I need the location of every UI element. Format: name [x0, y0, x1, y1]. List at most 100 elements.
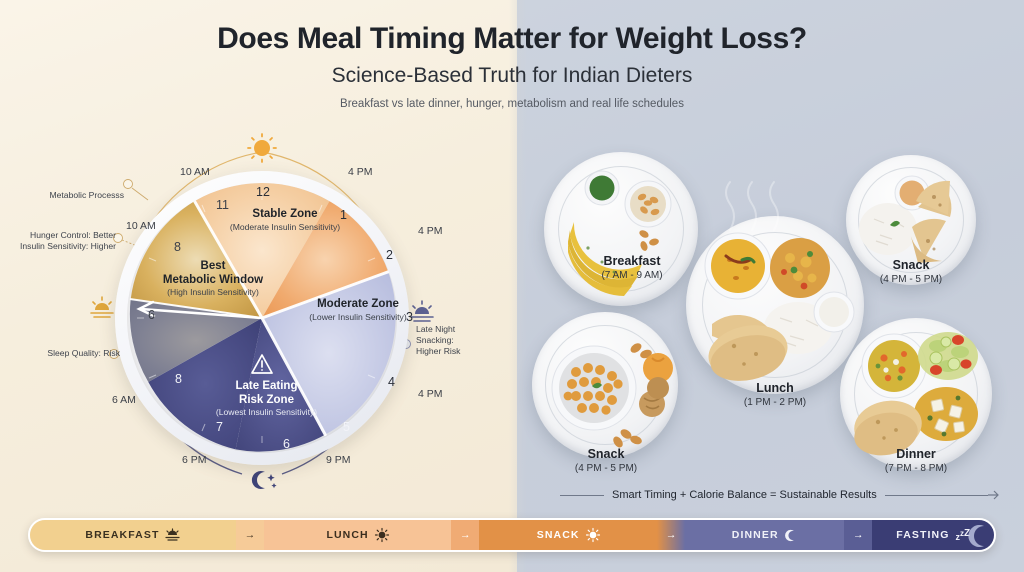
moon-icon — [784, 529, 794, 541]
meal-time: (4 PM - 5 PM) — [574, 462, 638, 474]
timeline-segment-fasting[interactable]: FASTING zzZ — [872, 520, 994, 550]
hour-number-4: 4 — [388, 375, 395, 389]
plate-breakfast — [544, 152, 698, 306]
hour-number-7: 7 — [216, 420, 223, 434]
hour-number-8-lower: 8 — [175, 372, 182, 386]
annotation-late-night-snacking: Late Night Snacking: Higher Risk — [416, 324, 496, 358]
smart-timing-note: Smart Timing + Calorie Balance = Sustain… — [560, 489, 1000, 501]
plate-lunch — [686, 216, 864, 394]
meal-caption-breakfast: Breakfast (7 AM - 9 AM) — [542, 254, 722, 282]
hour-number-11: 11 — [216, 198, 229, 212]
hour-number-6-left: 6 — [148, 308, 155, 322]
meal-time: (7 PM - 8 PM) — [884, 462, 948, 474]
timeline-segment-snack[interactable]: SNACK — [479, 520, 658, 550]
sun-icon — [585, 527, 600, 543]
lunch-food — [704, 232, 855, 381]
timeline-label: BREAKFAST — [85, 529, 160, 541]
sun-icon — [374, 527, 389, 543]
ring-time-10am-top: 10 AM — [180, 166, 210, 178]
plate-dinner — [840, 318, 992, 470]
ring-time-4pm-lower: 4 PM — [418, 388, 443, 400]
rule-left — [560, 494, 604, 496]
meal-caption-snack-top: Snack (4 PM - 5 PM) — [821, 258, 1001, 286]
slice-dawn — [129, 299, 262, 382]
meal-name: Breakfast — [603, 254, 661, 268]
hour-number-12: 12 — [256, 185, 270, 199]
warning-triangle-icon — [251, 354, 273, 374]
ring-time-10am-left: 10 AM — [126, 220, 156, 232]
hour-number-1: 1 — [340, 208, 347, 222]
dinner-food — [854, 332, 978, 456]
page-tagline: Breakfast vs late dinner, hunger, metabo… — [340, 98, 684, 111]
rule-right — [884, 494, 988, 496]
slice-best — [130, 201, 262, 318]
plate-snack-top — [846, 155, 976, 285]
meal-time: (1 PM - 2 PM) — [743, 396, 807, 408]
annotation-line: Insulin Sensitivity: Higher — [19, 241, 116, 252]
arrow-right-icon: → — [244, 529, 256, 541]
header: Does Meal Timing Matter for Weight Loss?… — [0, 22, 1024, 110]
clock-face — [127, 183, 397, 453]
smart-timing-text: Smart Timing + Calorie Balance = Sustain… — [612, 489, 877, 501]
timeline-segment-dinner[interactable]: DINNER — [685, 520, 845, 550]
plate-snack-bottom — [532, 312, 678, 458]
meal-time: (7 AM - 9 AM) — [601, 269, 663, 281]
page-title: Does Meal Timing Matter for Weight Loss? — [217, 22, 807, 55]
arrow-right-icon: → — [459, 529, 471, 541]
timeline-arrow-3: → — [657, 520, 686, 550]
metabolic-clock-diagram: Best Metabolic Window (High Insulin Sens… — [20, 130, 500, 500]
meal-name: Snack — [892, 258, 930, 272]
annotation-line: Late Night — [416, 324, 456, 334]
meal-time: (4 PM - 5 PM) — [879, 273, 943, 285]
snack-top-food — [859, 175, 952, 263]
panel-seam — [509, 0, 527, 572]
meal-name: Snack — [587, 447, 625, 461]
timeline-label: FASTING — [896, 529, 950, 541]
hour-number-8-upper: 8 — [174, 240, 181, 254]
timeline-segment-breakfast[interactable]: BREAKFAST — [30, 520, 236, 550]
breakfast-food — [568, 170, 672, 296]
meal-name: Dinner — [896, 447, 936, 461]
steam-decoration — [725, 181, 779, 231]
slice-warm — [262, 201, 389, 318]
annotation-sleep-quality: Sleep Quality: Risk — [8, 348, 120, 359]
annotation-line: Snacking: — [416, 335, 454, 346]
meal-caption-lunch: Lunch (1 PM - 2 PM) — [685, 381, 865, 409]
annotation-metabolic-process: Metabolic Processs — [4, 190, 124, 201]
sunrise-icon — [90, 296, 114, 318]
timeline-arrow-1: → — [235, 520, 264, 550]
slice-moderate — [262, 271, 396, 435]
sun-icon — [247, 133, 277, 163]
meal-timeline-bar[interactable]: BREAKFAST → LUNCH — [28, 518, 996, 552]
timeline-arrow-4: → — [844, 520, 873, 550]
timeline-label: SNACK — [536, 529, 580, 541]
sleep-zzz-icon: zzZ — [955, 528, 971, 542]
snack-bottom-food — [551, 343, 673, 448]
arrow-right-icon — [988, 490, 999, 500]
annotation-hunger-control: Hunger Control: Better Insulin Sensitivi… — [0, 230, 116, 252]
ring-time-4pm-right: 4 PM — [418, 225, 443, 237]
timeline-label: LUNCH — [326, 529, 369, 541]
sunrise-icon — [165, 527, 181, 541]
sunset-icon — [410, 300, 434, 322]
hour-number-2: 2 — [386, 248, 393, 262]
meal-caption-dinner: Dinner (7 PM - 8 PM) — [826, 447, 1006, 475]
ring-time-4pm-top: 4 PM — [348, 166, 373, 178]
slice-late-a — [235, 318, 326, 452]
hour-number-6: 6 — [283, 437, 290, 451]
hour-number-3: 3 — [406, 310, 413, 324]
moon-icon — [251, 471, 277, 489]
timeline-segment-lunch[interactable]: LUNCH — [263, 520, 452, 550]
hour-number-5: 5 — [343, 420, 350, 434]
arrow-right-icon: → — [665, 529, 677, 541]
meal-name: Lunch — [756, 381, 794, 395]
meal-caption-snack-bottom: Snack (4 PM - 5 PM) — [516, 447, 696, 475]
slice-stable — [194, 183, 330, 318]
annotation-line: Hunger Control: Better — [30, 230, 116, 240]
ring-time-9pm-bottom: 9 PM — [326, 454, 351, 466]
annotation-line: Metabolic Processs — [49, 190, 124, 200]
timeline-label: DINNER — [731, 529, 779, 541]
timeline-arrow-2: → — [451, 520, 480, 550]
moon-icon-end — [968, 525, 985, 547]
